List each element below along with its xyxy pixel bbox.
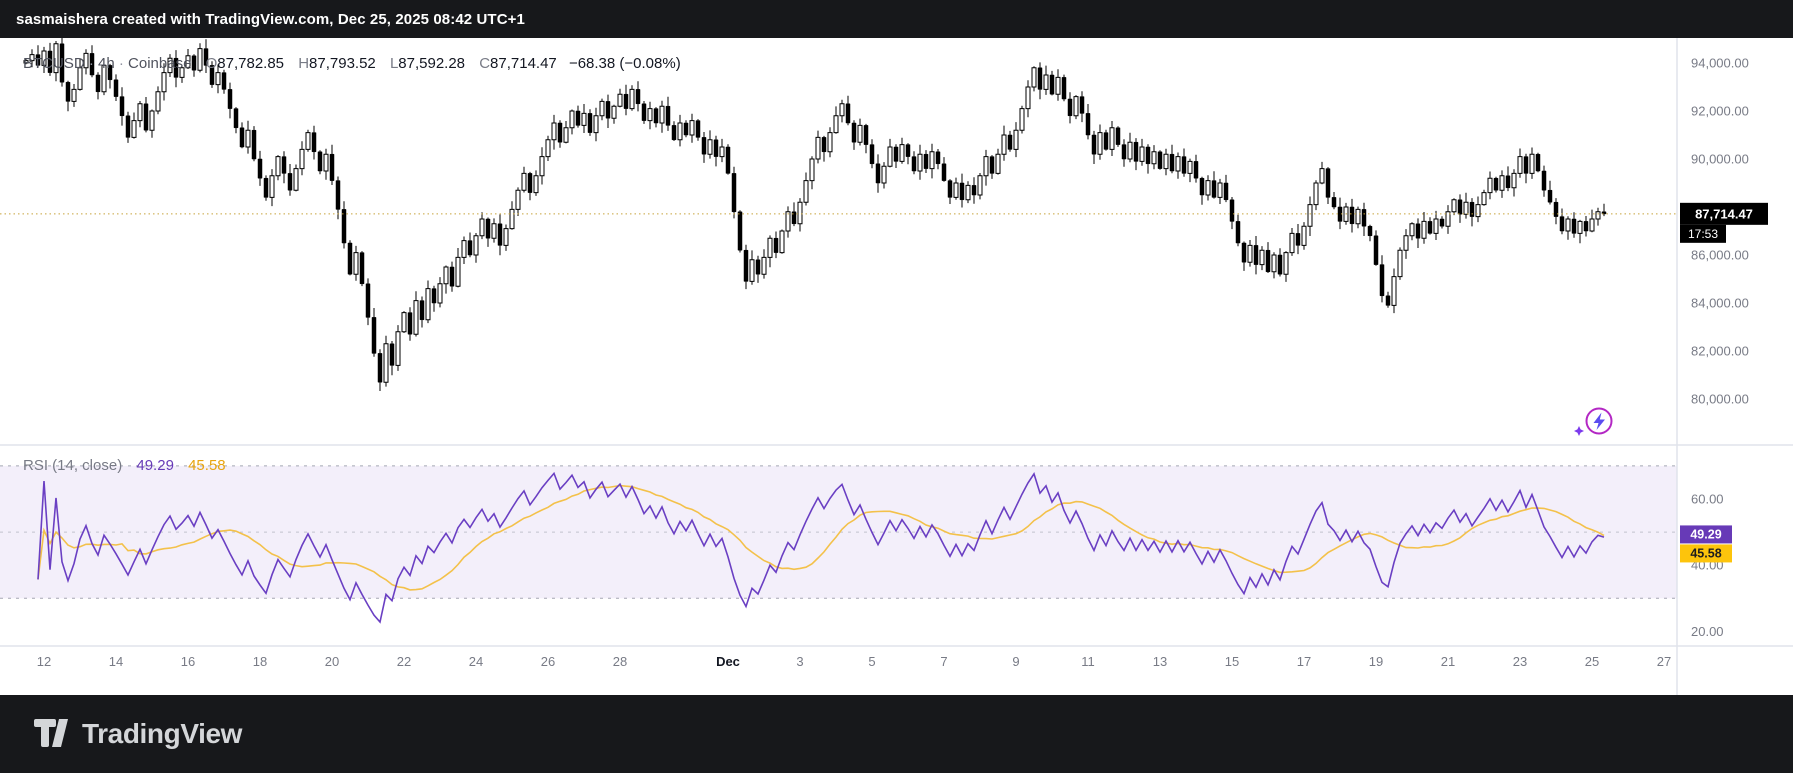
tradingview-wordmark[interactable]: TradingView bbox=[82, 718, 243, 749]
symbol-label[interactable]: BTCUSD bbox=[23, 55, 85, 72]
svg-text:20: 20 bbox=[325, 654, 339, 669]
svg-text:7: 7 bbox=[940, 654, 947, 669]
tradingview-logo-icon[interactable] bbox=[34, 719, 70, 749]
svg-text:12: 12 bbox=[37, 654, 51, 669]
svg-text:15: 15 bbox=[1225, 654, 1239, 669]
svg-text:21: 21 bbox=[1441, 654, 1455, 669]
svg-text:17:53: 17:53 bbox=[1688, 227, 1718, 241]
svg-text:84,000.00: 84,000.00 bbox=[1691, 295, 1749, 310]
svg-text:82,000.00: 82,000.00 bbox=[1691, 343, 1749, 358]
open-value: 87,782.85 bbox=[217, 55, 285, 72]
svg-text:22: 22 bbox=[397, 654, 411, 669]
svg-text:17: 17 bbox=[1297, 654, 1311, 669]
close-label: C bbox=[479, 55, 491, 72]
low-label: L bbox=[389, 55, 399, 72]
svg-text:18: 18 bbox=[253, 654, 267, 669]
svg-text:9: 9 bbox=[1012, 654, 1019, 669]
brand-bar: TradingView bbox=[0, 695, 1793, 773]
svg-text:24: 24 bbox=[469, 654, 483, 669]
price-legend[interactable]: BTCUSD · 4h · Coinbase O87,782.85 H87,79… bbox=[23, 55, 681, 72]
low-value: 87,592.28 bbox=[398, 55, 466, 72]
rsi-value-badge: 49.29 bbox=[1680, 525, 1732, 544]
rsi-ma-line bbox=[37, 484, 1605, 591]
chart-canvas[interactable]: 94,000.00 92,000.00 90,000.00 86,000.00 84,0… bbox=[0, 38, 1793, 695]
sparkle-icon bbox=[1574, 426, 1584, 436]
lightning-boost-icon bbox=[1585, 407, 1613, 435]
attribution-bar: sasmaishera created with TradingView.com… bbox=[0, 0, 1793, 38]
open-label: O bbox=[205, 55, 218, 72]
attribution-text: sasmaishera created with TradingView.com… bbox=[16, 10, 525, 28]
rsi-line bbox=[37, 471, 1605, 624]
svg-text:45.58: 45.58 bbox=[1690, 546, 1721, 560]
high-label: H bbox=[298, 55, 310, 72]
interval-label[interactable]: 4h bbox=[98, 55, 115, 72]
svg-text:87,714.47: 87,714.47 bbox=[1695, 206, 1753, 221]
svg-text:90,000.00: 90,000.00 bbox=[1691, 151, 1749, 166]
svg-text:5: 5 bbox=[868, 654, 875, 669]
svg-text:16: 16 bbox=[181, 654, 195, 669]
candlestick-series[interactable] bbox=[23, 38, 1607, 391]
price-axis[interactable]: 94,000.00 92,000.00 90,000.00 86,000.00 84,0… bbox=[1691, 55, 1749, 406]
svg-text:60.00: 60.00 bbox=[1691, 491, 1724, 506]
svg-text:Dec: Dec bbox=[716, 654, 740, 669]
close-value: 87,714.47 bbox=[490, 55, 557, 72]
svg-text:20.00: 20.00 bbox=[1691, 624, 1724, 639]
svg-text:28: 28 bbox=[613, 654, 627, 669]
rsi-band bbox=[0, 465, 1677, 599]
chart-region: 94,000.00 92,000.00 90,000.00 86,000.00 84,0… bbox=[0, 38, 1793, 695]
svg-text:11: 11 bbox=[1081, 654, 1095, 669]
high-value: 87,793.52 bbox=[309, 55, 376, 72]
rsi-ma-badge: 45.58 bbox=[1680, 544, 1732, 563]
rsi-value: 49.29 bbox=[136, 457, 174, 474]
svg-text:23: 23 bbox=[1513, 654, 1527, 669]
svg-text:19: 19 bbox=[1369, 654, 1383, 669]
svg-text:3: 3 bbox=[796, 654, 803, 669]
svg-text:86,000.00: 86,000.00 bbox=[1691, 247, 1749, 262]
rsi-series[interactable] bbox=[37, 471, 1605, 624]
rsi-legend[interactable]: RSI (14, close) 49.29 45.58 bbox=[23, 457, 226, 474]
countdown-badge: 17:53 bbox=[1680, 224, 1726, 243]
svg-text:27: 27 bbox=[1657, 654, 1671, 669]
time-axis[interactable]: 12 14 16 18 20 22 24 26 28 Dec 3 5 7 9 11 13 15 17 19 21 23 2… bbox=[37, 654, 1671, 669]
svg-text:14: 14 bbox=[109, 654, 123, 669]
rsi-title[interactable]: RSI (14, close) bbox=[23, 457, 123, 474]
exchange-label[interactable]: Coinbase bbox=[128, 55, 192, 72]
change-value: −68.38 (−0.08%) bbox=[568, 55, 681, 72]
price-badge: 87,714.47 bbox=[1680, 202, 1768, 225]
svg-text:49.29: 49.29 bbox=[1690, 527, 1721, 541]
svg-text:25: 25 bbox=[1585, 654, 1599, 669]
svg-text:80,000.00: 80,000.00 bbox=[1691, 391, 1749, 406]
rsi-ma-value: 45.58 bbox=[188, 457, 226, 474]
svg-text:92,000.00: 92,000.00 bbox=[1691, 103, 1749, 118]
pane-separators bbox=[0, 38, 1793, 695]
svg-text:13: 13 bbox=[1153, 654, 1167, 669]
svg-text:26: 26 bbox=[541, 654, 555, 669]
boost-button[interactable] bbox=[1572, 404, 1616, 438]
svg-text:94,000.00: 94,000.00 bbox=[1691, 55, 1749, 70]
